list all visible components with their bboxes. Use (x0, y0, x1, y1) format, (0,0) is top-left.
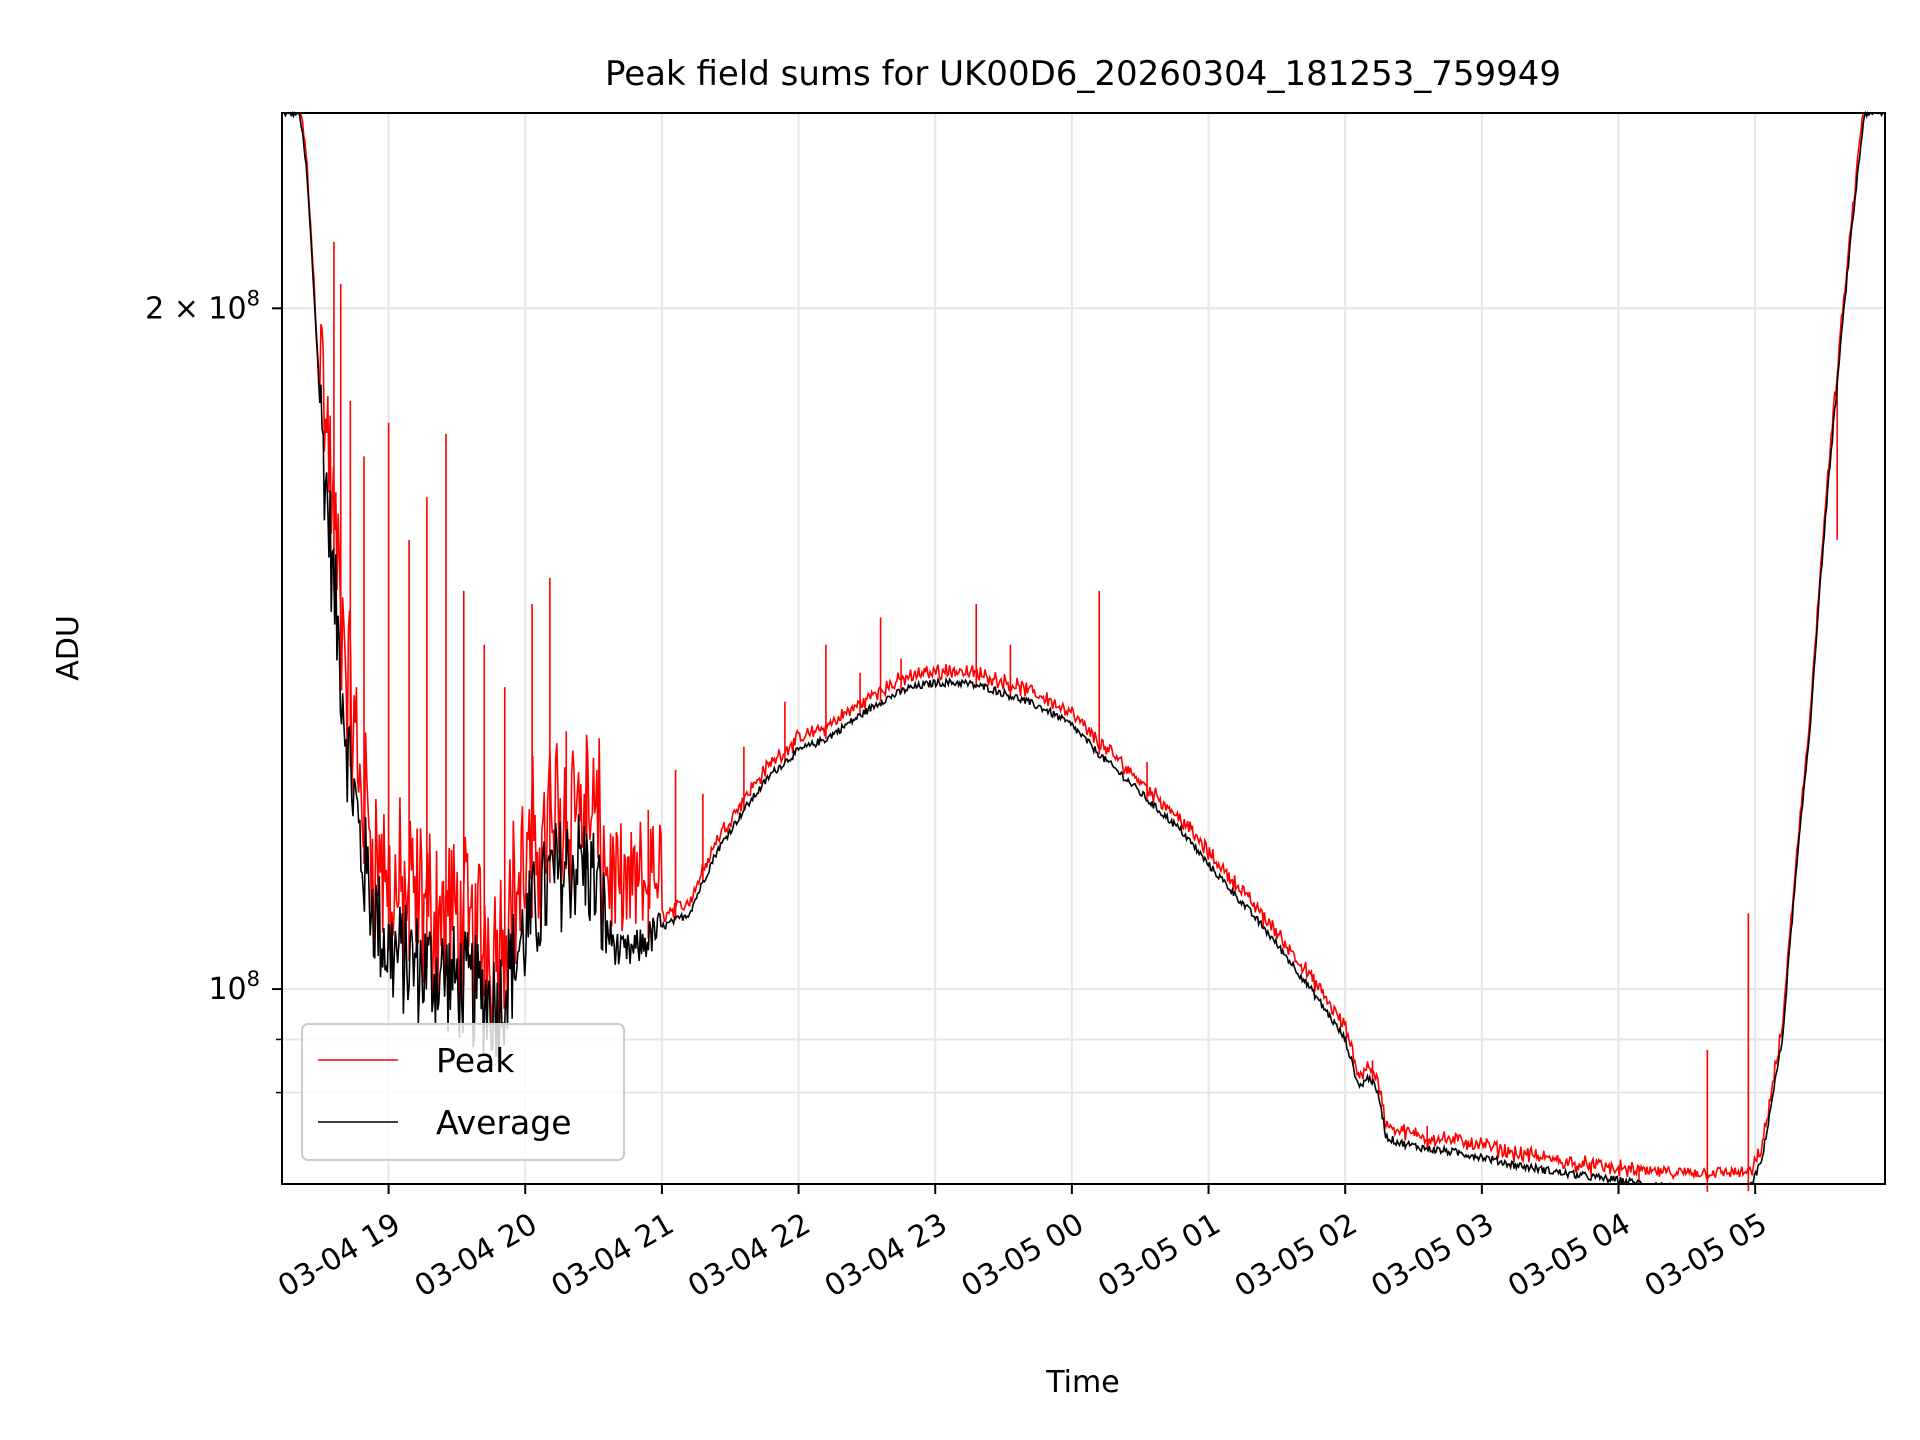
y-axis-label: ADU (51, 615, 86, 681)
legend-frame (301, 1023, 625, 1161)
average-line (282, 110, 1885, 1186)
x-axis-label: Time (1045, 1365, 1119, 1400)
y-tick-label: 2 × 108 (145, 286, 260, 326)
grid (282, 113, 1885, 1184)
plot-area (281, 110, 1886, 1192)
average-series (282, 110, 1885, 1186)
y-tick-label: 108 (208, 967, 260, 1007)
y-axis: 108 2 × 108 (145, 286, 282, 1094)
legend-peak-label: Peak (436, 1041, 515, 1080)
legend: Peak Average (301, 1023, 625, 1161)
legend-average-label: Average (436, 1103, 572, 1142)
chart-title: Peak field sums for UK00D6_20260304_1812… (605, 54, 1561, 94)
plot-frame (281, 112, 1886, 1185)
peak-series (282, 112, 1885, 1192)
